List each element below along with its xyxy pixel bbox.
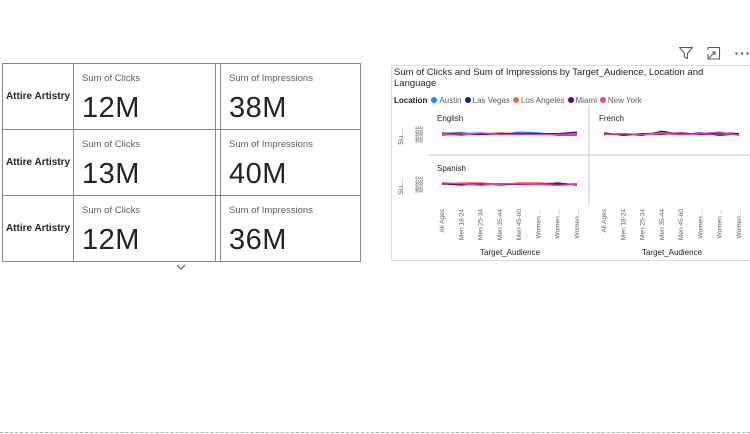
row-label: Attire Artistry: [3, 130, 74, 195]
clicks-card[interactable]: Sum of Clicks 12M: [74, 64, 216, 129]
y-axis-title: Su...: [396, 180, 405, 195]
legend-marker: [464, 97, 471, 103]
matrix-row: Attire Artistry Sum of Clicks 13M Sum of…: [3, 130, 360, 196]
card-label: Sum of Impressions: [229, 139, 313, 150]
y-tick-label: 38M: [415, 185, 424, 190]
x-tick-label: Women ...: [535, 209, 542, 239]
more-options-icon[interactable]: [734, 45, 750, 61]
y-tick-label: 44M: [415, 176, 424, 181]
legend-label: Austin: [439, 95, 462, 105]
page-boundary: [0, 432, 750, 433]
row-divider: [3, 129, 360, 130]
card-label: Sum of Impressions: [229, 205, 313, 216]
card-label: Sum of Clicks: [82, 73, 141, 84]
panel-title: French: [599, 114, 624, 123]
card-label: Sum of Clicks: [82, 139, 141, 150]
x-tick-label: All Ages: [601, 208, 608, 232]
row-divider: [3, 195, 360, 196]
legend-marker: [512, 97, 519, 103]
card-value: 13M: [82, 158, 140, 190]
clicks-card[interactable]: Sum of Clicks 12M: [74, 196, 216, 261]
y-tick-label: 36M: [415, 189, 424, 194]
y-tick-label: 36M: [415, 139, 424, 144]
legend-label: Las Vegas: [472, 95, 510, 105]
row-label: Attire Artistry: [3, 196, 74, 261]
matrix-row: Attire Artistry Sum of Clicks 12M Sum of…: [3, 64, 360, 130]
y-tick-label: 42M: [415, 179, 424, 184]
card-value: 36M: [229, 224, 287, 256]
x-tick-label: Women ...: [574, 209, 581, 239]
legend-item[interactable]: New York: [599, 95, 642, 105]
series-line-new-york: [603, 131, 740, 136]
legend-marker: [599, 97, 606, 103]
x-tick-label: Men 25-34: [640, 209, 647, 240]
card-label: Sum of Impressions: [229, 73, 313, 84]
matrix-row: Attire Artistry Sum of Clicks 12M Sum of…: [3, 196, 360, 262]
line-chart-visual[interactable]: [391, 65, 750, 261]
x-tick-label: All Ages: [439, 208, 446, 232]
impressions-card[interactable]: Sum of Impressions 38M: [220, 64, 360, 129]
card-value: 38M: [229, 92, 287, 124]
card-value: 40M: [229, 158, 287, 190]
impressions-card[interactable]: Sum of Impressions 40M: [220, 130, 360, 195]
legend-label: Miami: [575, 95, 597, 105]
small-multiples-plot[interactable]: English FrenchSpanishSu...44M42M40M38M36M…: [391, 105, 750, 261]
x-tick-label: Men 25-34: [478, 209, 485, 240]
x-tick-label: Women ...: [717, 209, 724, 239]
chevron-down-icon[interactable]: [174, 262, 188, 272]
panel-title: English: [437, 114, 463, 123]
series-line-new-york: [441, 182, 578, 186]
x-tick-label: Women ...: [555, 209, 562, 239]
chart-title: Sum of Clicks and Sum of Impressions by …: [394, 67, 704, 89]
x-tick-label: Men 45-60: [516, 209, 523, 240]
x-tick-label: Women ...: [697, 209, 704, 239]
impressions-card[interactable]: Sum of Impressions 36M: [220, 196, 360, 261]
filter-icon[interactable]: [678, 45, 694, 61]
panel-title: Spanish: [437, 164, 466, 173]
y-tick-label: 40M: [415, 182, 424, 187]
y-axis-title: Su...: [396, 130, 405, 145]
legend-marker: [431, 97, 438, 103]
legend-item[interactable]: Los Angeles: [512, 95, 565, 105]
x-tick-label: Men 35-44: [497, 209, 504, 240]
focus-mode-icon[interactable]: [706, 45, 722, 61]
row-label: Attire Artistry: [3, 64, 74, 129]
card-value: 12M: [82, 224, 140, 256]
legend-marker: [567, 97, 574, 103]
x-tick-label: Men 35-44: [659, 209, 666, 240]
legend-item[interactable]: Las Vegas: [464, 95, 510, 105]
y-tick-label: 40M: [415, 132, 424, 137]
legend-label: Los Angeles: [520, 95, 565, 105]
x-tick-label: Men 45-60: [678, 209, 685, 240]
y-tick-label: 44M: [415, 126, 424, 131]
card-label: Sum of Clicks: [82, 205, 141, 216]
legend-item[interactable]: Miami: [567, 95, 597, 105]
card-matrix-visual[interactable]: Attire Artistry Sum of Clicks 12M Sum of…: [2, 63, 361, 262]
x-tick-label: Women ...: [736, 209, 743, 239]
legend-title: Location: [394, 95, 428, 105]
x-axis-title: Target_Audience: [642, 248, 703, 257]
y-tick-label: 42M: [415, 129, 424, 134]
series-line-new-york: [441, 132, 577, 136]
clicks-card[interactable]: Sum of Clicks 13M: [74, 130, 216, 195]
legend-item[interactable]: Austin: [431, 95, 462, 105]
x-tick-label: Men 18-24: [620, 209, 627, 240]
y-tick-label: 38M: [415, 135, 424, 140]
chart-legend: Location Austin Las Vegas Los Angeles Miami…: [394, 95, 645, 105]
x-tick-label: Men 18-24: [458, 209, 465, 240]
legend-label: New York: [607, 95, 642, 105]
x-axis-title: Target_Audience: [480, 248, 541, 257]
card-value: 12M: [82, 92, 140, 124]
